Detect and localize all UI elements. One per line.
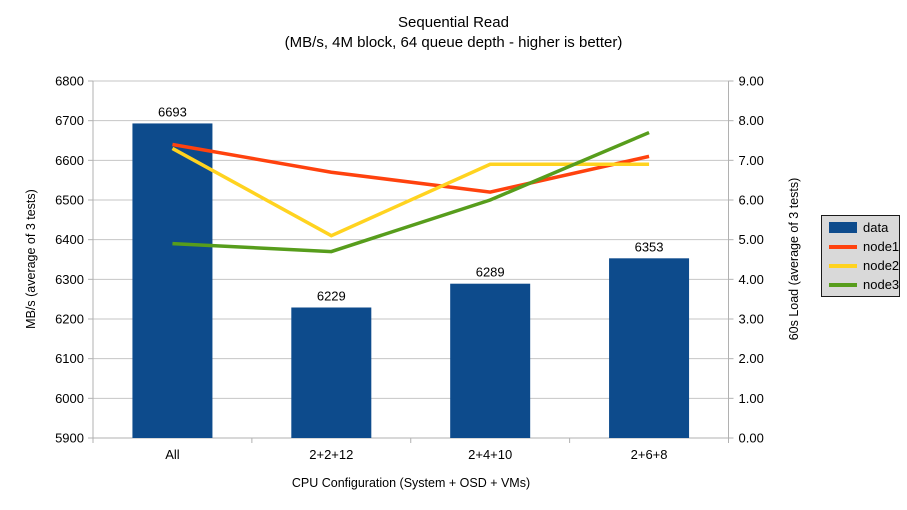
right-axis-title: 60s Load (average of 3 tests) (787, 177, 801, 341)
legend-swatch-node3 (829, 282, 857, 287)
line-node1 (172, 142, 650, 194)
legend-swatch-data (829, 222, 857, 233)
x-category-label: 2+4+10 (468, 447, 512, 462)
left-axis-tick-label: 6100 (55, 351, 84, 366)
x-category-label: 2+6+8 (631, 447, 668, 462)
right-axis-tick-label: 9.00 (739, 74, 764, 89)
bar-value-label: 6693 (158, 104, 187, 119)
line-node2 (171, 146, 650, 238)
right-axis-tick-label: 5.00 (739, 232, 764, 247)
left-axis-tick-label: 5900 (55, 431, 84, 446)
bar (450, 283, 531, 438)
left-axis-tick-label: 6600 (55, 153, 84, 168)
legend-label: node3 (863, 277, 900, 292)
right-axis-tick-label: 8.00 (739, 113, 764, 128)
legend-swatch-node2 (829, 263, 857, 268)
left-axis-tick-label: 6000 (55, 391, 84, 406)
legend-label: data (863, 220, 889, 235)
bar (609, 258, 690, 438)
chart-subtitle: (MB/s, 4M block, 64 queue depth - higher… (284, 34, 623, 51)
legend-item-node3: node3 (829, 277, 899, 292)
left-axis-title: MB/s (average of 3 tests) (24, 189, 38, 329)
x-category-label: All (165, 447, 180, 462)
legend-label: node2 (863, 258, 900, 273)
right-axis-tick-label: 0.00 (739, 431, 764, 446)
left-axis-tick-label: 6300 (55, 272, 84, 287)
right-axis-tick-label: 7.00 (739, 153, 764, 168)
right-axis-tick-label: 3.00 (739, 312, 764, 327)
left-axis-tick-label: 6700 (55, 113, 84, 128)
bar-value-label: 6353 (635, 239, 664, 254)
left-axis-tick-label: 6500 (55, 193, 84, 208)
bar-value-label: 6229 (317, 288, 346, 303)
legend-label: node1 (863, 239, 900, 254)
legend-item-data: data (829, 220, 899, 235)
legend-item-node1: node1 (829, 239, 899, 254)
right-axis-tick-label: 1.00 (739, 391, 764, 406)
bar (291, 307, 372, 438)
right-axis-tick-label: 4.00 (739, 272, 764, 287)
legend-swatch-node1 (829, 244, 857, 249)
line-node3 (172, 130, 650, 254)
bar (132, 123, 213, 439)
left-axis-tick-label: 6400 (55, 232, 84, 247)
legend-item-node2: node2 (829, 258, 899, 273)
right-axis-tick-label: 2.00 (739, 351, 764, 366)
bar-value-label: 6289 (476, 265, 505, 280)
x-category-label: 2+2+12 (309, 447, 353, 462)
left-axis-tick-label: 6200 (55, 312, 84, 327)
x-axis-title: CPU Configuration (System + OSD + VMs) (291, 476, 531, 490)
left-axis-tick-label: 6800 (55, 74, 84, 89)
chart-title: Sequential Read (398, 14, 509, 31)
right-axis-tick-label: 6.00 (739, 193, 764, 208)
legend: data node1 node2 node3 (821, 215, 900, 297)
